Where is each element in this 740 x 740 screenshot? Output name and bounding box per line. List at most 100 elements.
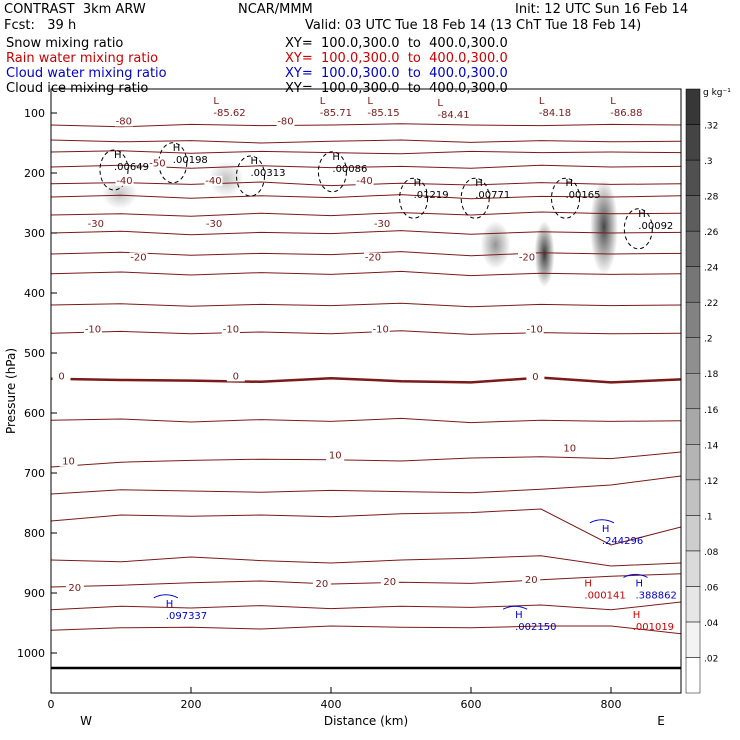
low-center-value: -85.62 <box>213 108 245 119</box>
colorbar-swatch <box>685 621 701 658</box>
cloud-water-contour <box>153 594 179 599</box>
temperature-contour <box>51 573 681 588</box>
cloud-water-contour <box>623 573 648 578</box>
colorbar-swatch <box>685 479 701 516</box>
low-center-marker: L <box>437 98 443 109</box>
low-center-value: -84.41 <box>437 110 469 121</box>
cloud-ice-contour <box>158 142 188 184</box>
temperature-label-bg <box>380 577 399 588</box>
temperature-label: -10 <box>85 325 101 336</box>
temperature-label-bg <box>522 574 541 585</box>
temperature-contour <box>51 376 681 384</box>
temperature-label-bg <box>373 219 392 229</box>
low-center-value: -84.18 <box>539 108 571 119</box>
colorbar-tick-label: .24 <box>704 264 719 274</box>
temperature-label-bg <box>59 456 78 467</box>
cloud-ice-max-marker: H <box>251 156 259 167</box>
y-tick-label: 1000 <box>17 647 45 660</box>
y-tick-label: 300 <box>24 227 45 240</box>
cloud-ice-max-value: .00092 <box>638 221 673 232</box>
colorbar-tick-label: .26 <box>704 228 719 238</box>
colorbar-tick-label: .3 <box>704 157 713 167</box>
cloud-ice-max-value: .00198 <box>173 155 208 166</box>
temperature-label: -40 <box>356 176 372 187</box>
cloud-water-contours <box>153 519 648 610</box>
field-xy-rain: XY= 100.0,300.0 to 400.0,300.0 <box>285 51 508 66</box>
forecast-hour: Fcst: 39 h <box>4 18 77 33</box>
colorbar-swatch <box>685 195 701 232</box>
temperature-label-bg <box>65 583 84 594</box>
cloud-water-max-value: .002150 <box>515 622 556 633</box>
temperature-label: -80 <box>116 116 132 127</box>
cloud-ice-contour <box>317 151 347 193</box>
rain-max-marker: H <box>633 610 641 621</box>
cloud-ice-contour <box>399 177 429 219</box>
temperature-label: -40 <box>116 176 132 187</box>
cloud-ice-max-value: .00771 <box>475 190 510 201</box>
cloud-ice-max-value: .00649 <box>114 162 149 173</box>
temperature-contour <box>51 211 681 217</box>
snow-blob <box>590 179 618 275</box>
temperature-label: -20 <box>130 253 146 264</box>
field-label-rain: Rain water mixing ratio <box>6 51 159 66</box>
rain-max-value: .001019 <box>633 622 674 633</box>
field-label-cloud-water: Cloud water mixing ratio <box>6 66 167 81</box>
cloud-ice-contours <box>99 142 653 250</box>
y-axis-label: Pressure (hPa) <box>4 348 18 434</box>
colorbar-tick-label: .04 <box>704 619 719 629</box>
cloud-ice-max-marker: H <box>114 150 122 161</box>
east-label: E <box>657 714 665 728</box>
colorbar-swatch <box>685 515 701 552</box>
model-title: CONTRAST 3km ARW <box>4 2 146 17</box>
temperature-label: 20 <box>383 577 396 588</box>
low-center-value: -86.88 <box>610 108 642 119</box>
colorbar-tick-label: .32 <box>704 122 718 132</box>
temperature-label-bg <box>560 443 579 454</box>
y-tick-label: 600 <box>24 407 45 420</box>
temperature-label: 20 <box>68 583 81 594</box>
cloud-ice-max-value: .00165 <box>566 190 601 201</box>
low-center-marker: L <box>213 96 219 107</box>
cloud-water-contour <box>589 519 615 524</box>
cloud-ice-max-marker: H <box>332 152 340 163</box>
temperature-contour <box>51 601 681 611</box>
colorbar-swatch <box>685 266 701 303</box>
y-tick-label: 900 <box>24 587 45 600</box>
colorbar-swatch <box>685 657 701 694</box>
temperature-label-bg <box>364 252 382 263</box>
init-time: Init: 12 UTC Sun 16 Feb 14 <box>515 2 689 17</box>
temperature-label-bg <box>518 252 536 263</box>
colorbar-tick-label: .18 <box>704 370 719 380</box>
cloud-water-contour <box>502 605 528 610</box>
temperature-label: -30 <box>206 219 222 230</box>
temperature-contour <box>51 508 681 546</box>
temperature-label: -80 <box>277 116 293 127</box>
temperature-contour <box>51 330 681 335</box>
temperature-label-bg <box>312 579 331 589</box>
temperature-contour <box>51 270 681 277</box>
temperature-contour <box>51 625 681 635</box>
y-tick-label: 500 <box>24 347 45 360</box>
temperature-label: 0 <box>233 371 239 382</box>
colorbar-tick-label: .1 <box>704 512 713 522</box>
temperature-contour <box>51 417 681 424</box>
low-center-value: -85.71 <box>320 108 352 119</box>
y-tick-label: 700 <box>24 467 45 480</box>
y-tick-label: 800 <box>24 527 45 540</box>
colorbar-tick-label: .14 <box>704 441 719 451</box>
colorbar-swatch <box>685 88 701 125</box>
temperature-contour <box>51 302 681 308</box>
low-center-marker: L <box>539 96 545 107</box>
temperature-label-bg <box>371 324 390 335</box>
field-xy-snow: XY= 100.0,300.0 to 400.0,300.0 <box>285 36 508 51</box>
temperature-label-bg <box>84 324 102 335</box>
cloud-water-max-value: .244296 <box>602 536 643 547</box>
organization-label: NCAR/MMM <box>238 2 313 17</box>
temperature-label-bg <box>204 175 223 186</box>
colorbar-swatch <box>685 372 701 410</box>
snow-blob <box>534 221 555 287</box>
low-center-marker: L <box>320 96 326 107</box>
temperature-label: -40 <box>205 176 221 187</box>
temperature-label-bg <box>114 116 133 127</box>
temperature-contours <box>51 123 681 635</box>
